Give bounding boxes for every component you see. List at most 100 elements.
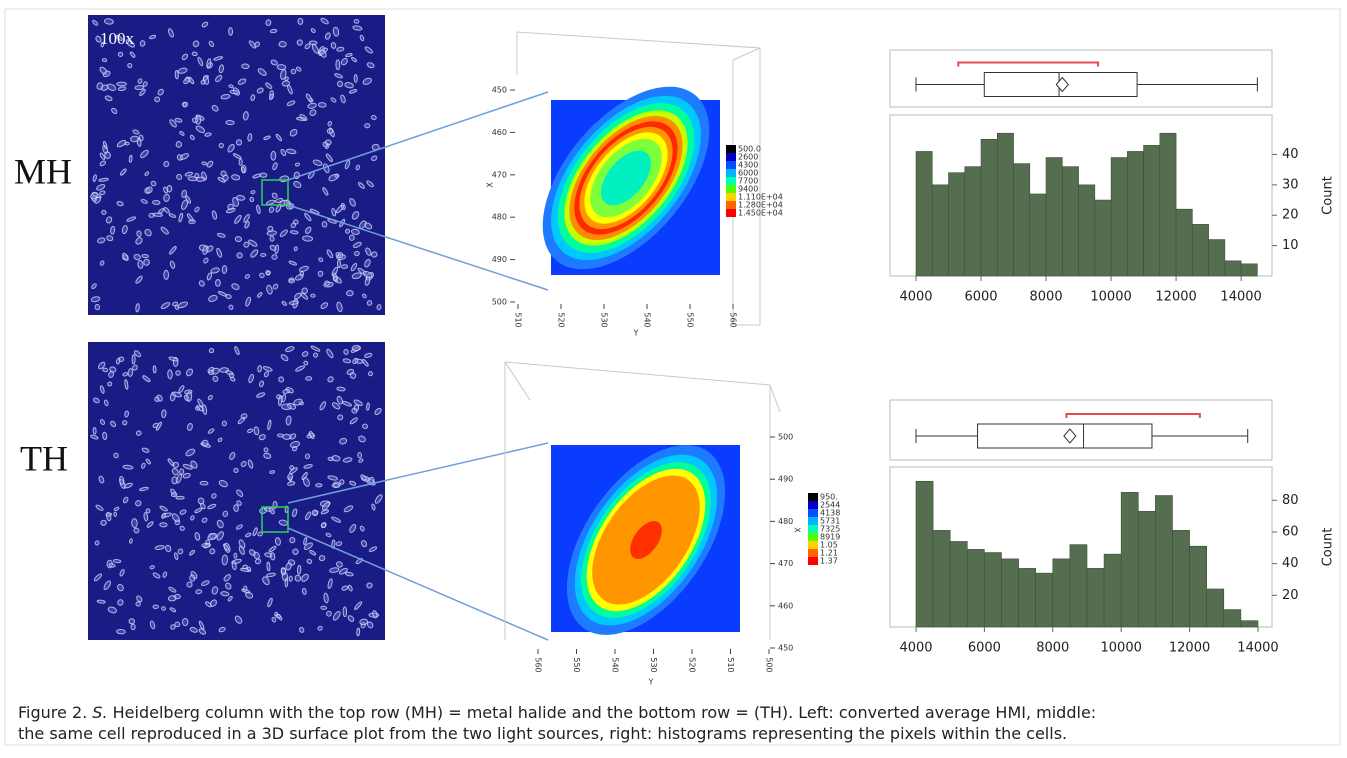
cell — [263, 371, 270, 378]
x-tick-label: 12000 — [1169, 641, 1210, 656]
cell — [150, 180, 157, 187]
y-tick-label: 480 — [492, 213, 507, 222]
bar — [1240, 620, 1259, 628]
cell — [267, 419, 272, 431]
cell — [91, 283, 97, 290]
cell — [169, 245, 177, 255]
cell — [306, 558, 313, 565]
legend-swatch — [726, 153, 736, 161]
cell — [216, 247, 223, 258]
cell — [285, 415, 292, 426]
cell — [207, 533, 218, 541]
cell — [270, 59, 278, 66]
cell — [234, 615, 243, 624]
cell — [364, 352, 373, 358]
cell — [125, 39, 135, 48]
bar — [1013, 163, 1031, 277]
cell — [203, 543, 211, 549]
bar — [1018, 568, 1036, 628]
cell — [321, 501, 330, 511]
micrograph — [88, 342, 385, 640]
cell — [163, 193, 170, 202]
cell — [194, 507, 203, 514]
axis-title: Y — [648, 678, 654, 687]
cell — [167, 28, 174, 38]
cell — [243, 213, 250, 223]
cell — [220, 170, 227, 177]
cell — [169, 119, 177, 128]
cell — [340, 57, 348, 66]
cell — [248, 40, 257, 49]
cell — [301, 573, 309, 582]
cell — [357, 452, 363, 459]
x-tick-label: 6000 — [964, 290, 997, 305]
axis-title: Y — [633, 329, 639, 338]
cell — [207, 394, 213, 401]
y-tick-label: 20 — [1282, 208, 1299, 223]
cell — [354, 601, 363, 610]
cell — [351, 344, 362, 352]
cell — [206, 58, 212, 69]
legend-swatch — [726, 161, 736, 169]
cell — [103, 580, 111, 591]
cell — [215, 279, 221, 287]
cell — [303, 360, 309, 366]
y-tick-label: 40 — [1282, 556, 1299, 571]
cell — [94, 196, 102, 204]
cell — [300, 292, 309, 300]
cell — [211, 586, 219, 595]
cell — [198, 620, 205, 630]
cell — [263, 452, 272, 459]
legend-label: 7700 — [738, 177, 758, 186]
bar — [1069, 544, 1088, 628]
cell — [129, 51, 136, 58]
cell — [364, 222, 373, 230]
cell — [236, 489, 244, 497]
cell — [102, 70, 111, 78]
cell — [176, 173, 183, 181]
cell — [289, 441, 301, 448]
cell — [99, 385, 105, 394]
cell — [221, 265, 228, 274]
cell — [167, 458, 175, 467]
cell — [141, 447, 150, 453]
cell — [233, 552, 238, 559]
cell — [317, 625, 323, 631]
cell — [94, 303, 101, 311]
cell — [275, 133, 282, 142]
cell — [350, 346, 361, 353]
cell — [253, 426, 260, 436]
cell — [295, 66, 302, 72]
zoom-box — [261, 506, 289, 533]
legend-label: 1.05 — [820, 541, 838, 550]
cell — [184, 171, 193, 177]
y-tick-label: 60 — [1282, 524, 1299, 539]
cell — [154, 96, 161, 103]
cell — [232, 153, 242, 160]
cell — [228, 372, 235, 378]
cell — [304, 453, 310, 460]
axis-title: Count — [1321, 528, 1336, 567]
legend-swatch — [808, 557, 818, 565]
cell — [357, 182, 365, 189]
cell — [304, 43, 311, 50]
bar — [1110, 157, 1128, 277]
cell — [268, 206, 275, 213]
cell — [168, 356, 179, 362]
y-tick-label: 30 — [1282, 177, 1299, 192]
axis-title: X — [486, 182, 495, 188]
cell — [303, 537, 308, 546]
cell — [98, 361, 106, 370]
cell — [270, 150, 277, 161]
cell — [318, 555, 326, 562]
bar — [1078, 184, 1096, 277]
cell — [271, 254, 278, 260]
cell — [163, 206, 170, 214]
bar — [1001, 558, 1019, 628]
cell — [348, 234, 355, 241]
cell — [146, 521, 154, 528]
cell — [264, 552, 273, 558]
cell — [335, 204, 345, 214]
cell — [152, 199, 161, 205]
